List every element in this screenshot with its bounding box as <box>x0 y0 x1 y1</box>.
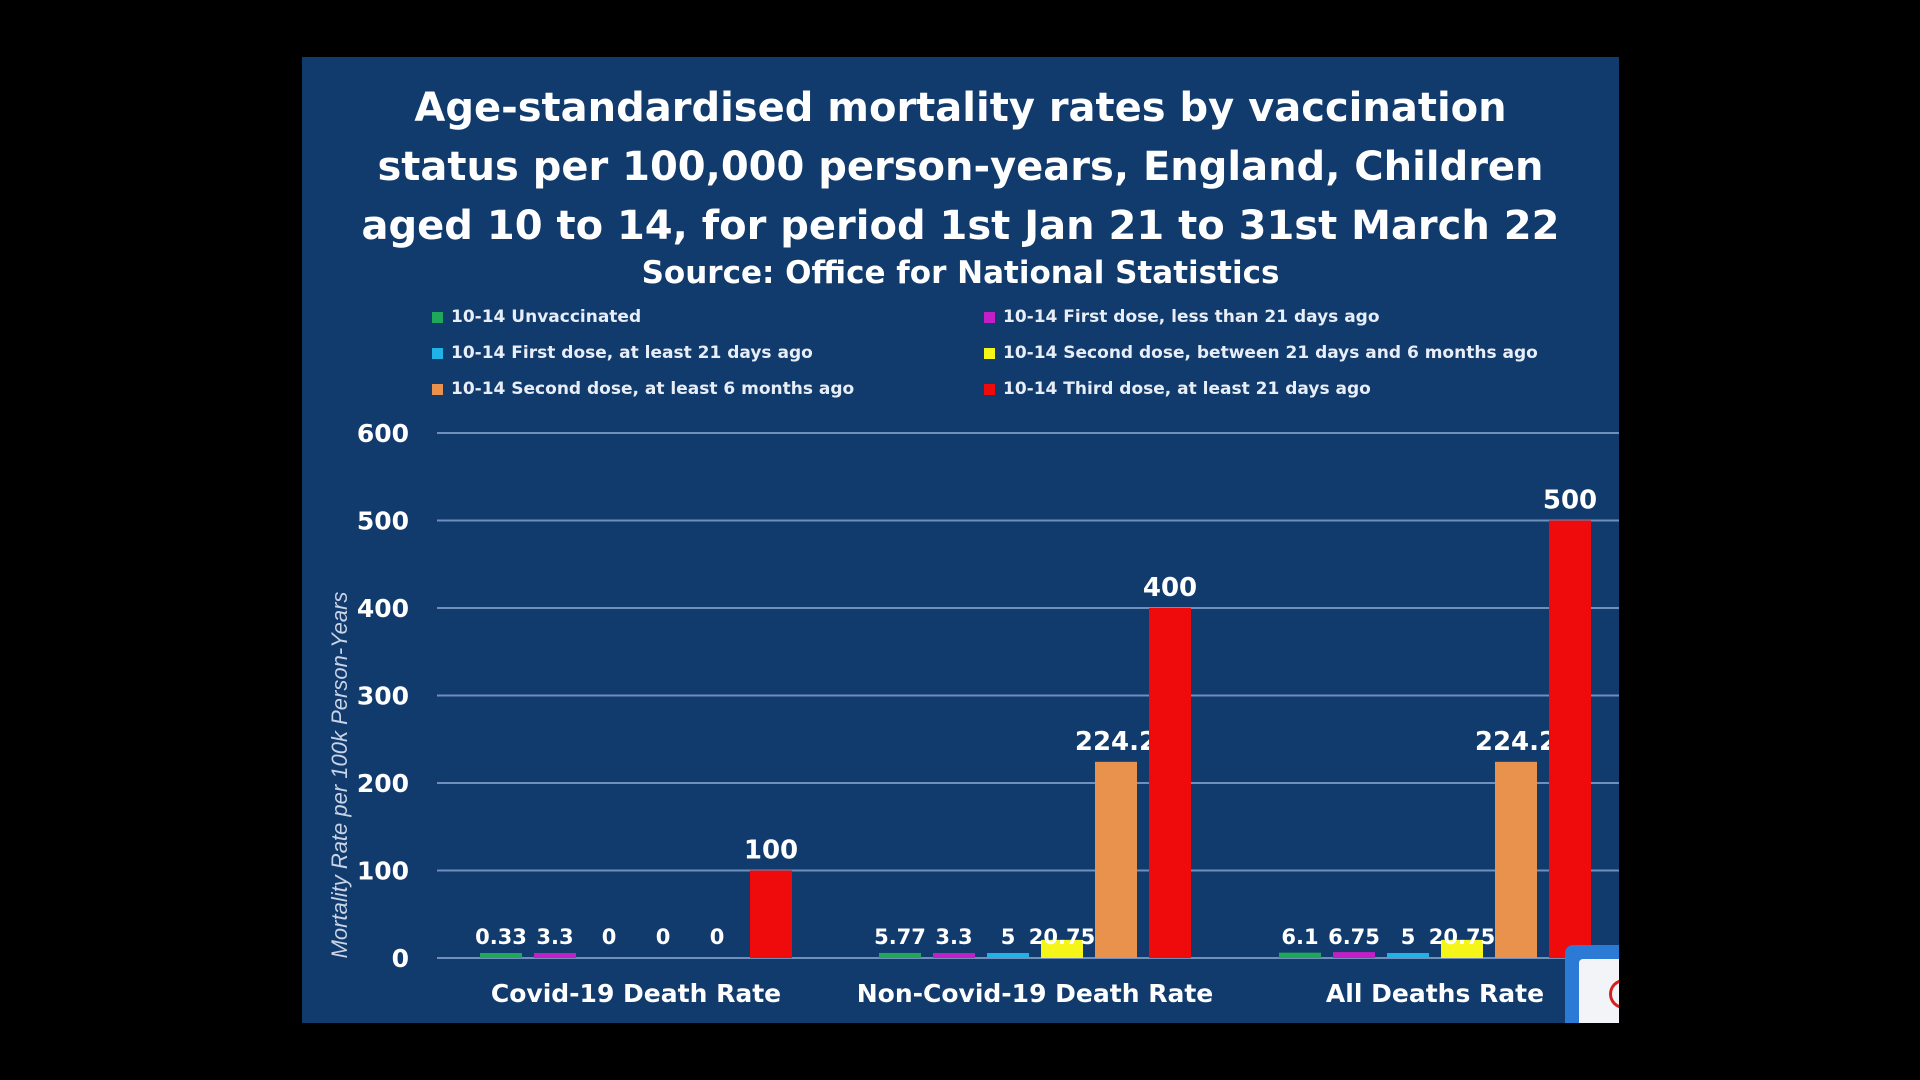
bar <box>1387 953 1429 958</box>
legend-label: 10-14 First dose, at least 21 days ago <box>451 343 813 363</box>
legend-swatch <box>432 383 443 395</box>
app-logo-icon <box>1565 945 1619 1023</box>
legend-swatch <box>984 347 995 359</box>
bar <box>534 953 576 958</box>
y-tick-label: 600 <box>357 419 409 448</box>
bar <box>1549 520 1591 958</box>
y-tick-label: 100 <box>357 857 409 886</box>
x-tick-label: Non-Covid-19 Death Rate <box>857 979 1213 1008</box>
bar <box>1441 939 1483 958</box>
legend-item: 10-14 Third dose, at least 21 days ago <box>984 379 1371 399</box>
legend-swatch <box>432 311 443 323</box>
data-label: 5 <box>1401 925 1416 949</box>
legend-swatch <box>984 383 995 395</box>
bar <box>987 953 1029 958</box>
bar-chart: 0 100 200 300 400 500 600 0.33 3.3 0 0 0 100 Covid-19… <box>357 419 1619 1008</box>
data-label: 6.75 <box>1328 925 1380 949</box>
x-tick-label: All Deaths Rate <box>1326 979 1544 1008</box>
legend-item: 10-14 First dose, less than 21 days ago <box>984 307 1380 327</box>
data-label: 0 <box>656 925 671 949</box>
bar <box>1149 608 1191 958</box>
x-tick-label: Covid-19 Death Rate <box>491 979 781 1008</box>
data-label: 6.1 <box>1281 925 1318 949</box>
legend-item: 10-14 Unvaccinated <box>432 307 641 327</box>
data-label: 100 <box>744 836 798 866</box>
chart-source: Source: Office for National Statistics <box>641 255 1280 291</box>
y-tick-label: 500 <box>357 507 409 536</box>
data-label: 5 <box>1001 925 1016 949</box>
data-label: 0.33 <box>475 925 527 949</box>
bar <box>1095 761 1137 958</box>
bar <box>750 870 792 958</box>
data-label: 400 <box>1143 573 1197 603</box>
legend-item: 10-14 First dose, at least 21 days ago <box>432 343 813 363</box>
bar <box>1495 761 1537 958</box>
title-line-1: Age-standardised mortality rates by vacc… <box>414 85 1507 131</box>
data-label: 500 <box>1543 486 1597 516</box>
legend-label: 10-14 Second dose, at least 6 months ago <box>451 379 855 399</box>
legend-label: 10-14 Unvaccinated <box>451 307 642 327</box>
bar <box>480 953 522 958</box>
data-label: 5.77 <box>874 925 926 949</box>
y-tick-label: 300 <box>357 682 409 711</box>
legend-label: 10-14 Third dose, at least 21 days ago <box>1003 379 1371 399</box>
data-label: 224.2 <box>1075 727 1157 757</box>
data-label: 0 <box>602 925 617 949</box>
bar <box>879 952 921 958</box>
data-label: 224.2 <box>1475 727 1557 757</box>
data-label: 20.75 <box>1029 925 1095 949</box>
bar <box>1333 952 1375 958</box>
bar <box>1279 952 1321 958</box>
legend-swatch <box>432 347 443 359</box>
chart-title: Age-standardised mortality rates by vacc… <box>302 79 1619 256</box>
data-label: 0 <box>710 925 725 949</box>
y-tick-label: 400 <box>357 594 409 623</box>
bar <box>933 953 975 958</box>
legend-item: 10-14 Second dose, between 21 days and 6… <box>984 343 1538 363</box>
legend-label: 10-14 First dose, less than 21 days ago <box>1003 307 1380 327</box>
chart-slide: Age-standardised mortality rates by vacc… <box>302 57 1619 1023</box>
bar <box>1041 939 1083 958</box>
data-label: 3.3 <box>536 925 573 949</box>
legend-swatch <box>984 311 995 323</box>
title-line-2: status per 100,000 person-years, England… <box>377 144 1544 190</box>
legend-label: 10-14 Second dose, between 21 days and 6… <box>1003 343 1538 363</box>
title-line-3: aged 10 to 14, for period 1st Jan 21 to … <box>361 203 1560 249</box>
y-tick-label: 200 <box>357 769 409 798</box>
data-label: 3.3 <box>935 925 972 949</box>
y-tick-label: 0 <box>392 944 409 973</box>
data-label: 20.75 <box>1429 925 1495 949</box>
legend-item: 10-14 Second dose, at least 6 months ago <box>432 379 854 399</box>
